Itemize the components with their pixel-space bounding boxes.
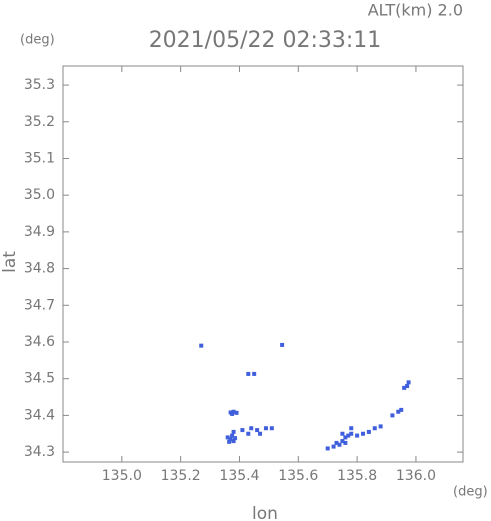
x-tick-label: 136.0 bbox=[396, 468, 436, 484]
point bbox=[231, 439, 236, 444]
point bbox=[340, 431, 345, 436]
x-axis-label: lon bbox=[252, 504, 278, 521]
point bbox=[396, 409, 401, 414]
point bbox=[349, 431, 354, 436]
point bbox=[199, 343, 204, 348]
x-tick-label: 135.2 bbox=[161, 468, 201, 484]
point bbox=[349, 426, 354, 431]
point bbox=[361, 431, 365, 436]
point bbox=[331, 444, 336, 449]
point bbox=[230, 433, 235, 438]
y-tick-label: 35.0 bbox=[24, 187, 55, 203]
plot-frame bbox=[62, 65, 464, 463]
point bbox=[399, 407, 404, 412]
point bbox=[280, 342, 285, 347]
point bbox=[402, 385, 407, 390]
point bbox=[343, 440, 348, 445]
point bbox=[255, 428, 260, 433]
point bbox=[405, 384, 410, 389]
y-unit: (deg) bbox=[20, 33, 55, 48]
point bbox=[249, 426, 254, 431]
x-unit: (deg) bbox=[453, 485, 488, 500]
point bbox=[258, 431, 263, 436]
point bbox=[263, 426, 268, 431]
point bbox=[325, 446, 330, 451]
point bbox=[230, 411, 235, 416]
y-tick-label: 35.2 bbox=[24, 114, 55, 130]
point bbox=[343, 435, 348, 440]
y-tick-label: 34.3 bbox=[24, 444, 55, 460]
point bbox=[269, 426, 274, 431]
point bbox=[346, 433, 351, 438]
x-tick-label: 135.8 bbox=[337, 468, 377, 484]
chart-title: 2021/05/22 02:33:11 bbox=[149, 28, 382, 53]
point bbox=[334, 440, 339, 445]
point bbox=[366, 429, 371, 434]
y-axis-label: lat bbox=[0, 251, 20, 273]
point bbox=[340, 439, 345, 444]
point bbox=[378, 424, 383, 429]
y-tick-label: 34.9 bbox=[24, 224, 55, 240]
y-tick-label: 34.4 bbox=[24, 407, 55, 423]
y-tick-label: 34.6 bbox=[24, 334, 55, 350]
point bbox=[228, 437, 233, 442]
altitude-label: ALT(km) 2.0 bbox=[368, 1, 463, 20]
point bbox=[233, 436, 238, 441]
x-tick-label: 135.0 bbox=[102, 468, 142, 484]
point bbox=[355, 433, 360, 438]
y-tick-label: 34.5 bbox=[24, 371, 55, 387]
point bbox=[225, 435, 230, 440]
y-tick-label: 34.8 bbox=[24, 261, 55, 277]
x-tick-label: 135.6 bbox=[278, 468, 318, 484]
y-tick-label: 35.1 bbox=[24, 150, 55, 166]
point bbox=[246, 431, 251, 436]
point bbox=[337, 442, 342, 447]
point bbox=[406, 380, 411, 385]
point bbox=[231, 409, 236, 414]
y-tick-label: 35.3 bbox=[24, 77, 55, 93]
y-tick-label: 34.7 bbox=[24, 297, 55, 313]
point bbox=[246, 371, 251, 376]
point bbox=[234, 410, 239, 415]
point bbox=[227, 439, 232, 444]
point bbox=[231, 429, 236, 434]
point bbox=[252, 371, 257, 376]
point bbox=[390, 413, 395, 418]
point bbox=[372, 426, 377, 431]
point bbox=[240, 428, 245, 433]
x-tick-label: 135.4 bbox=[219, 468, 259, 484]
